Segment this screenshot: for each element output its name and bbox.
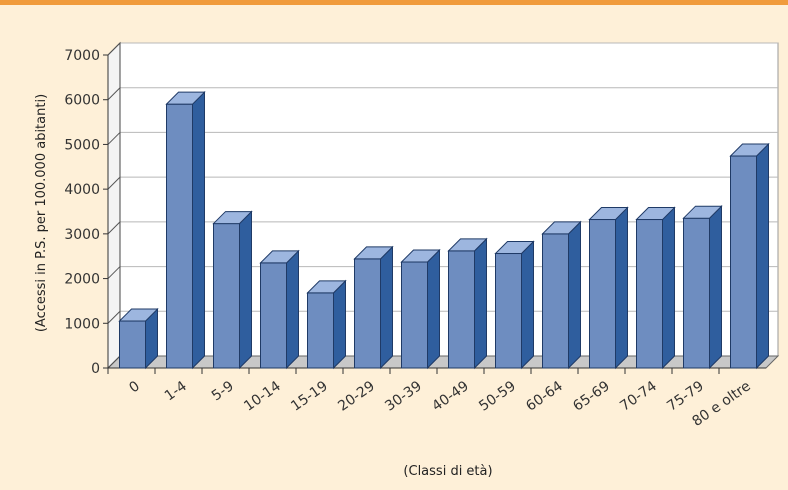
bar-front bbox=[730, 155, 757, 369]
y-depth-line bbox=[107, 310, 121, 324]
y-depth-line bbox=[107, 42, 121, 56]
bar bbox=[447, 237, 488, 370]
bar bbox=[400, 248, 441, 370]
y-tick-label: 4000 bbox=[64, 182, 100, 198]
bar bbox=[165, 90, 206, 370]
y-tick-label: 2000 bbox=[64, 272, 100, 288]
y-tick-label: 6000 bbox=[64, 93, 100, 109]
bar bbox=[635, 206, 676, 370]
bar-front bbox=[166, 103, 193, 369]
y-depth-line bbox=[107, 132, 121, 145]
bar bbox=[118, 307, 159, 370]
side-wall bbox=[107, 41, 121, 370]
y-depth-line bbox=[107, 87, 121, 101]
bar-chart: 0 1000 2000 3000 4000 5000 6000 7000 0 1-4 5-9 10-… bbox=[34, 41, 780, 479]
bar-front bbox=[589, 219, 616, 369]
bar-side bbox=[756, 142, 769, 370]
y-tick-label: 0 bbox=[91, 361, 100, 377]
bar-top bbox=[400, 249, 441, 263]
bar bbox=[212, 210, 253, 370]
bar-side bbox=[192, 90, 205, 370]
x-tick-label: 30-39 bbox=[382, 378, 425, 414]
x-tick-label: 1-4 bbox=[162, 378, 190, 404]
x-tick-label: 0 bbox=[126, 378, 142, 396]
x-tick-label: 15-19 bbox=[288, 378, 331, 414]
bar-top bbox=[353, 246, 394, 260]
y-tick-label: 1000 bbox=[64, 316, 100, 332]
bar-front bbox=[260, 262, 287, 369]
bar-top bbox=[541, 221, 582, 235]
bar-top bbox=[165, 91, 206, 105]
bar-top bbox=[259, 250, 300, 264]
bar bbox=[541, 220, 582, 370]
bar-side bbox=[709, 205, 722, 370]
y-depth-line bbox=[107, 266, 121, 279]
bar-side bbox=[615, 206, 628, 370]
bar-front bbox=[683, 217, 710, 369]
y-tick-label: 5000 bbox=[64, 137, 100, 153]
bar bbox=[306, 279, 347, 370]
bar-top bbox=[118, 308, 159, 322]
bar bbox=[353, 245, 394, 370]
bar-top bbox=[729, 143, 770, 157]
bar-front bbox=[448, 250, 475, 369]
plot-floor bbox=[106, 355, 780, 369]
bar bbox=[682, 205, 723, 370]
y-depth-line bbox=[107, 221, 121, 235]
x-tick-labels: 0 1-4 5-9 10-14 15-19 20-29 30-39 40-49 50-59 60-… bbox=[126, 378, 753, 430]
y-depth-line bbox=[107, 176, 121, 190]
bar-top bbox=[682, 205, 723, 219]
bar-top bbox=[635, 207, 676, 221]
x-tick-label: 70-74 bbox=[617, 378, 660, 414]
floor-plane bbox=[106, 355, 780, 369]
bar bbox=[494, 240, 535, 370]
bar-side bbox=[427, 248, 440, 370]
y-depth-line bbox=[107, 355, 121, 369]
x-tick-label: 40-49 bbox=[429, 378, 472, 414]
bar-side bbox=[521, 240, 534, 370]
bar-side bbox=[239, 210, 252, 370]
bar bbox=[729, 142, 770, 370]
bar-top bbox=[212, 211, 253, 225]
x-tick-label: 20-29 bbox=[335, 378, 378, 414]
bar-front bbox=[307, 292, 334, 369]
bar-side bbox=[333, 279, 346, 370]
bar bbox=[259, 249, 300, 370]
bar-side bbox=[474, 237, 487, 370]
bar-front bbox=[495, 253, 522, 369]
x-tick-label: 5-9 bbox=[209, 378, 237, 404]
bar-side bbox=[286, 249, 299, 370]
y-tick-label: 7000 bbox=[64, 48, 100, 64]
bar-front bbox=[354, 258, 381, 369]
x-axis-title: (Classi di età) bbox=[403, 464, 492, 479]
bar-side bbox=[662, 206, 675, 370]
bars bbox=[118, 90, 770, 370]
bar-top bbox=[447, 238, 488, 252]
x-tick-label: 50-59 bbox=[476, 378, 519, 414]
bar-side bbox=[380, 245, 393, 370]
bar-top bbox=[306, 280, 347, 294]
bar-front bbox=[401, 261, 428, 369]
y-axis-title: (Accessi in P.S. per 100.000 abitanti) bbox=[34, 94, 49, 332]
x-tick-label: 60-64 bbox=[523, 378, 566, 414]
bar-front bbox=[542, 233, 569, 369]
bar-side bbox=[568, 220, 581, 370]
y-tick-labels: 0 1000 2000 3000 4000 5000 6000 7000 bbox=[64, 48, 100, 377]
x-tick-label: 10-14 bbox=[241, 378, 284, 414]
bar-top bbox=[588, 207, 629, 221]
x-tick-label: 65-69 bbox=[570, 378, 613, 414]
bar bbox=[588, 206, 629, 370]
bar-front bbox=[119, 320, 146, 369]
bar-front bbox=[636, 219, 663, 369]
y-tick-label: 3000 bbox=[64, 227, 100, 243]
bar-front bbox=[213, 223, 240, 369]
bar-top bbox=[494, 241, 535, 255]
